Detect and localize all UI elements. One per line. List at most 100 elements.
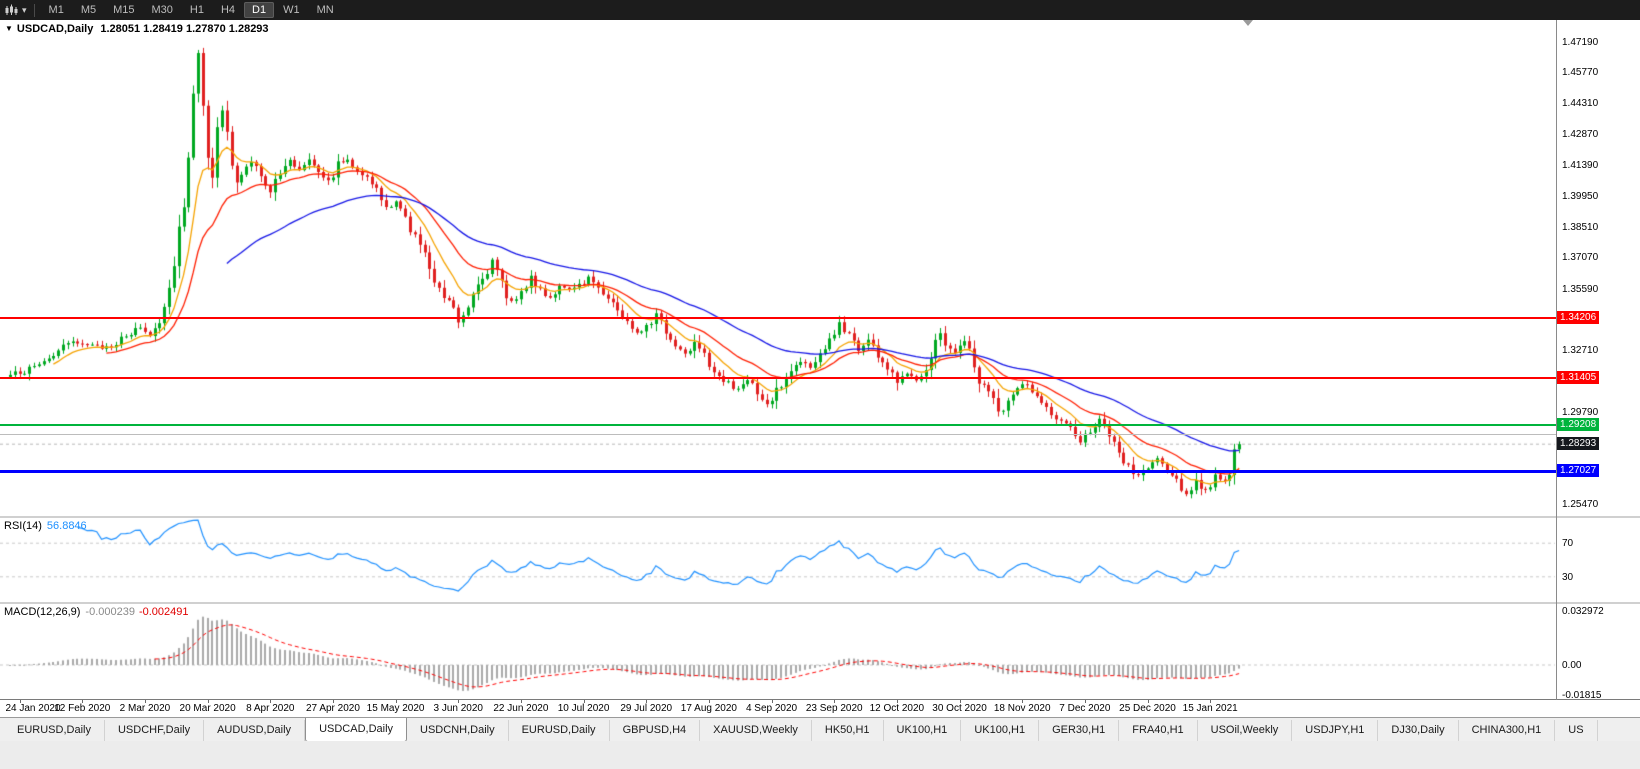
chart-tab-9-uk100-h1[interactable]: UK100,H1: [884, 720, 962, 741]
chart-tab-13-usoil-weekly[interactable]: USOil,Weekly: [1198, 720, 1293, 741]
macd-axis-label: 0.032972: [1562, 606, 1604, 617]
macd-name: MACD(12,26,9): [4, 606, 81, 618]
date-axis-tick: [834, 700, 835, 703]
horizontal-level-line-1.29208[interactable]: [0, 423, 1556, 426]
date-axis-label: 12 Oct 2020: [869, 703, 925, 714]
date-axis-tick: [897, 700, 898, 703]
price-level-badge-1.27027: 1.27027: [1557, 464, 1600, 478]
rsi-axis-label: 30: [1562, 571, 1574, 583]
rsi-current-value: 56.8846: [46, 520, 87, 532]
date-axis-tick: [1022, 700, 1023, 703]
rsi-chart-canvas[interactable]: [0, 518, 1640, 602]
rsi-label: RSI(14) 56.8846: [4, 520, 87, 532]
horizontal-level-line-1.27027[interactable]: [0, 469, 1556, 473]
date-axis-tick: [145, 700, 146, 703]
date-axis-tick: [1210, 700, 1211, 703]
chart-tab-6-gbpusd-h4[interactable]: GBPUSD,H4: [610, 720, 701, 741]
candlestick-chart-canvas[interactable]: [0, 20, 1640, 516]
macd-indicator-panel: MACD(12,26,9) -0.000239 -0.002491 0.032972…: [0, 604, 1640, 701]
chart-type-icon[interactable]: [5, 4, 19, 16]
date-axis-tick: [1085, 700, 1086, 703]
macd-signal-value: -0.002491: [138, 606, 189, 618]
chart-tab-4-usdcnh-daily[interactable]: USDCNH,Daily: [407, 720, 509, 741]
chart-tab-1-usdchf-daily[interactable]: USDCHF,Daily: [105, 720, 205, 741]
date-axis-tick: [1148, 700, 1149, 703]
price-axis-label: 1.32710: [1562, 345, 1599, 357]
chart-tabs-bar: EURUSD,Daily USDCHF,Daily AUDUSD,Daily USDC…: [0, 717, 1640, 741]
price-axis-label: 1.25470: [1562, 499, 1599, 511]
candlestick-glyph: [5, 4, 18, 15]
date-axis-label: 23 Sep 2020: [805, 703, 863, 714]
price-axis-label: 1.41390: [1562, 160, 1599, 172]
current-price-badge: 1.28293: [1557, 437, 1600, 451]
price-level-badge-1.29208: 1.29208: [1557, 417, 1600, 431]
macd-chart-canvas[interactable]: [0, 604, 1640, 699]
timeframe-toolbar: ▾ M1 M5 M15 M30 H1 H4 D1 W1 MN: [0, 0, 1640, 20]
chart-tab-14-usdjpy-h1[interactable]: USDJPY,H1: [1292, 720, 1379, 741]
date-axis-tick: [458, 700, 459, 703]
date-axis-label: 15 May 2020: [366, 703, 425, 714]
chart-tab-16-china300-h1[interactable]: CHINA300,H1: [1459, 720, 1556, 741]
timeframe-button-d1[interactable]: D1: [244, 2, 275, 18]
price-axis-label: 1.38510: [1562, 221, 1599, 233]
chart-dropdown-caret-icon[interactable]: ▾: [22, 4, 27, 15]
chart-symbol-label: USDCAD,Daily: [16, 23, 94, 35]
date-axis-label: 24 Jan 2020: [5, 703, 61, 714]
chart-tab-0-eurusd-daily[interactable]: EURUSD,Daily: [4, 720, 105, 741]
timeframe-button-m1[interactable]: M1: [48, 4, 64, 16]
timeframe-buttons-group: M1 M5 M15 M30 H1 H4 D1 W1 MN: [41, 2, 342, 18]
timeframe-button-w1[interactable]: W1: [283, 4, 300, 16]
date-axis-label: 25 Dec 2020: [1119, 703, 1176, 714]
date-axis-label: 17 Aug 2020: [680, 703, 737, 714]
price-level-badge-1.31405: 1.31405: [1557, 370, 1600, 384]
chart-tab-2-audusd-daily[interactable]: AUDUSD,Daily: [204, 720, 306, 741]
price-axis-separator-line: [1556, 20, 1557, 700]
timeframe-button-h1[interactable]: H1: [189, 4, 204, 16]
timeframe-button-m15[interactable]: M15: [113, 4, 135, 16]
date-axis-tick: [396, 700, 397, 703]
date-axis-label: 10 Jul 2020: [557, 703, 610, 714]
macd-axis-label: 0.00: [1562, 660, 1582, 671]
macd-main-value: -0.000239: [85, 606, 135, 618]
bottom-window-strip: [0, 741, 1640, 769]
date-axis-label: 22 Jun 2020: [493, 703, 549, 714]
chart-shift-marker-icon[interactable]: [1243, 20, 1253, 26]
rsi-indicator-panel: RSI(14) 56.8846 70 30: [0, 518, 1640, 604]
date-axis-tick: [521, 700, 522, 703]
date-axis-tick: [20, 700, 21, 703]
chart-title: ▼ USDCAD,Daily 1.28051 1.28419 1.27870 1.2…: [5, 23, 269, 35]
price-axis-label: 1.45770: [1562, 67, 1599, 79]
price-axis-label: 1.29790: [1562, 407, 1599, 419]
chart-tab-8-hk50-h1[interactable]: HK50,H1: [812, 720, 884, 741]
horizontal-level-line-gray[interactable]: [0, 433, 1556, 435]
date-axis-tick: [709, 700, 710, 703]
chart-tab-7-xauusd-weekly[interactable]: XAUUSD,Weekly: [700, 720, 812, 741]
price-axis-label: 1.35590: [1562, 283, 1599, 295]
horizontal-level-line-1.31405[interactable]: [0, 376, 1556, 379]
date-axis-tick: [270, 700, 271, 703]
date-axis-label: 30 Oct 2020: [932, 703, 987, 714]
chart-tab-17-us[interactable]: US: [1555, 720, 1598, 741]
chart-tab-11-ger30-h1[interactable]: GER30,H1: [1039, 720, 1120, 741]
date-axis[interactable]: 24 Jan 2020 12 Feb 2020 2 Mar 2020 20 Mar 2…: [0, 700, 1640, 717]
timeframe-button-mn[interactable]: MN: [316, 4, 334, 16]
chart-tab-5-eurusd-daily[interactable]: EURUSD,Daily: [509, 720, 610, 741]
date-axis-tick: [646, 700, 647, 703]
timeframe-button-m5[interactable]: M5: [80, 4, 97, 16]
date-axis-label: 15 Jan 2021: [1182, 703, 1238, 714]
date-axis-tick: [208, 700, 209, 703]
price-level-badge-1.34206: 1.34206: [1557, 311, 1600, 325]
chart-tab-3-usdcad-daily[interactable]: USDCAD,Daily: [305, 718, 408, 741]
horizontal-level-line-1.34206[interactable]: [0, 317, 1556, 320]
chart-tab-10-uk100-h1[interactable]: UK100,H1: [961, 720, 1040, 741]
date-axis-label: 20 Mar 2020: [179, 703, 236, 714]
date-axis-label: 2 Mar 2020: [119, 703, 171, 714]
chart-tab-12-fra40-h1[interactable]: FRA40,H1: [1119, 720, 1198, 741]
chart-tab-15-dj30-daily[interactable]: DJ30,Daily: [1378, 720, 1459, 741]
macd-label: MACD(12,26,9) -0.000239 -0.002491: [4, 606, 189, 618]
chart-title-caret-icon[interactable]: ▼: [5, 24, 13, 33]
timeframe-button-h4[interactable]: H4: [220, 4, 236, 16]
price-axis-label: 1.42870: [1562, 128, 1599, 140]
timeframe-button-m30[interactable]: M30: [151, 4, 173, 16]
